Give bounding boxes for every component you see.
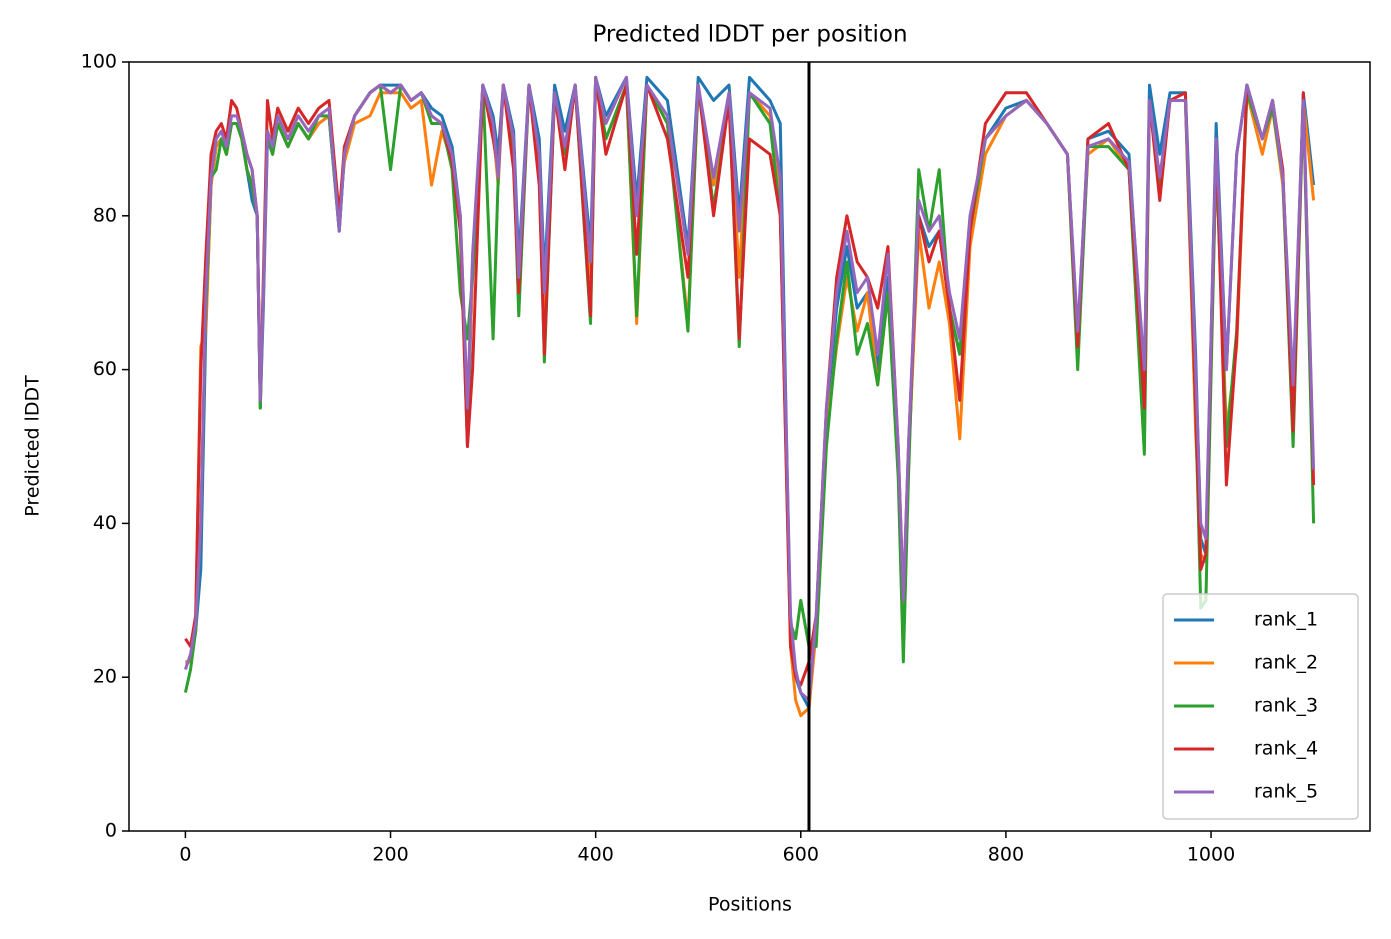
y-tick-label: 0 [105,820,117,842]
x-tick-label: 800 [988,844,1024,866]
x-tick-label: 1000 [1187,844,1235,866]
legend-label: rank_1 [1254,609,1318,631]
y-tick-label: 80 [93,204,117,226]
x-tick-label: 400 [578,844,614,866]
legend-box [1162,593,1359,820]
legend-label: rank_5 [1254,781,1318,803]
y-tick-label: 40 [93,512,117,534]
x-tick-label: 600 [783,844,819,866]
x-tick-label: 0 [179,844,191,866]
y-tick-label: 100 [81,51,117,73]
x-tick-label: 200 [372,844,408,866]
legend-label: rank_3 [1254,695,1318,717]
y-tick-label: 20 [93,666,117,688]
legend-label: rank_4 [1254,738,1318,760]
legend-label: rank_2 [1254,652,1318,674]
x-axis-label: Positions [708,894,792,916]
plot-frame [128,61,1371,832]
chart-title: Predicted lDDT per position [592,22,907,48]
series-line [183,75,1316,702]
y-tick-label: 60 [93,358,117,380]
y-axis-label: Predicted lDDT [22,375,44,517]
